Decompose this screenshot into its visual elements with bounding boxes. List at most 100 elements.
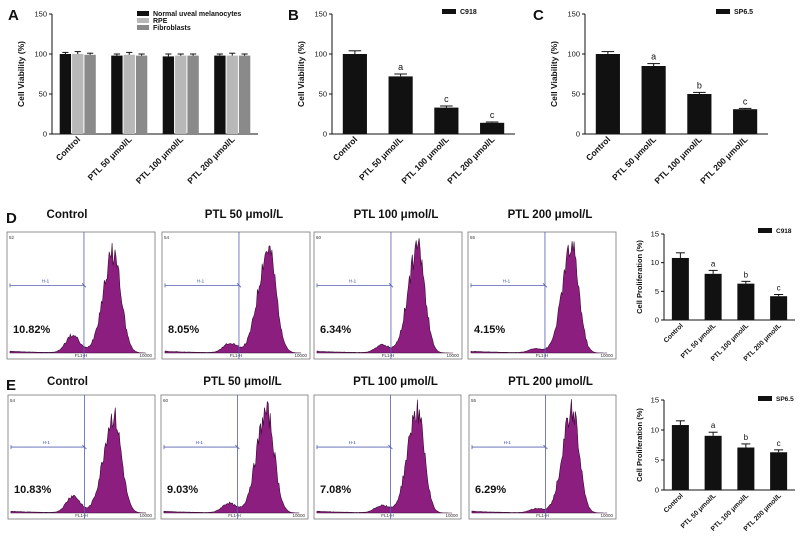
d-hist-title: Control [47,209,88,221]
d-hist-percent: 6.34% [320,324,351,336]
d-hist-gate-marker [236,283,242,288]
e-bar-category-label: Control [663,492,685,514]
e-hist-gate-label: H-1 [43,440,51,445]
e-bar-bar [704,435,722,490]
e-hist-xmax-label: 10000 [445,513,458,518]
c-ytick-label: 150 [567,10,580,19]
e-hist-percent: 7.08% [320,484,351,496]
a-ytick-label: 0 [43,130,47,139]
d-bar-bar [770,296,788,320]
b-y-label: Cell Viability (%) [296,41,306,107]
d-hist-histogram [470,241,608,354]
d-bar-sig-letter: b [744,270,749,279]
panel-letter-a: A [8,7,19,24]
e-hist-gate-label: H-1 [349,440,357,445]
d-hist-frame [161,231,311,360]
e-hist-gate-marker [543,444,548,450]
e-hist-histogram [10,407,147,514]
e-bar-legend-label: SP6.5 [776,396,794,403]
c-sig-letter: b [697,80,702,90]
e-hist-x-label: FL1-H [381,513,394,518]
d-hist-histogram [164,245,302,354]
e-hist-percent: 10.83% [14,484,52,496]
e-hist-frame [313,394,462,520]
c-category-label: PTL 200 μmol/L [698,134,749,185]
e-bar-bar [737,447,755,490]
c-category-label: Control [584,134,612,162]
d-hist-gate-label: H-1 [42,278,50,283]
e-hist-gate-label: H-1 [504,440,512,445]
d-hist-x-label: FL1-H [75,353,88,358]
a-legend-label: RPE [153,18,168,25]
d-bar-category-label: PTL 50 μmol/L [680,322,718,360]
d-hist-percent: 10.82% [13,324,51,336]
a-legend-swatch [137,11,149,16]
d-hist-histogram [316,238,454,354]
c-bar [687,94,712,134]
e-hist-frame [468,394,617,520]
d-hist-x-label: FL1-H [230,353,243,358]
c-ytick-label: 50 [572,90,580,99]
e-bar-ytick-label: 15 [651,396,659,405]
d-bar-y-label: Cell Proliferation (%) [635,240,644,314]
d-bar-bar [671,257,689,320]
c-category-label: PTL 50 μmol/L [610,134,658,182]
e-hist-gate-label: H-1 [196,440,204,445]
d-hist-frame [313,231,463,360]
c-ytick-label: 100 [567,50,580,59]
e-hist-gate-marker [235,444,240,450]
c-legend-swatch [716,9,730,14]
e-hist-xmax-label: 10000 [600,513,613,518]
b-bar [342,54,367,134]
a-bar [111,55,123,134]
b-sig-letter: c [444,94,449,104]
e-hist-ymax-label: 60 [163,398,169,403]
d-bar-category-label: Control [663,322,685,344]
a-ytick-label: 150 [34,10,47,19]
e-hist-histogram [163,401,300,514]
a-legend-swatch [137,25,149,30]
d-hist-gate-label: H-1 [197,278,205,283]
e-bar-sig-letter: a [711,421,716,430]
e-hist-percent: 9.03% [167,484,198,496]
e-bar-bar [770,452,788,490]
panel-letter-d: D [6,210,17,227]
d-hist-ymax-label: 60 [316,235,322,240]
d-bar-ytick-label: 15 [651,230,659,239]
e-bar-sig-letter: c [777,439,781,448]
d-hist-gate-label: H-1 [349,278,357,283]
e-hist-frame [7,394,156,520]
c-sig-letter: a [651,52,656,62]
e-hist-xmax-label: 10000 [292,513,305,518]
d-hist-percent: 4.15% [474,324,505,336]
e-hist-title: PTL 100 μmol/L [353,376,438,388]
d-hist-title: PTL 100 μmol/L [354,209,439,221]
d-hist-xmax-label: 10000 [600,353,613,358]
e-hist-ymax-label: 55 [471,398,477,403]
c-bar [733,109,758,134]
d-hist-frame [6,231,156,360]
e-hist-title: Control [47,376,88,388]
c-sig-letter: c [743,96,748,106]
a-ytick-label: 100 [34,50,47,59]
a-bar [72,54,84,134]
b-ytick-label: 150 [314,10,327,19]
e-bar-category-label: PTL 50 μmol/L [680,492,718,530]
e-bar-bar [671,425,689,490]
a-legend-swatch [137,18,149,23]
d-hist-xmax-label: 10000 [139,353,152,358]
a-category-label: Control [54,134,82,162]
d-hist-x-label: FL1-H [382,353,395,358]
d-hist-xmax-label: 10000 [294,353,307,358]
e-hist-xmax-label: 10000 [139,513,152,518]
a-bar [175,55,187,134]
panel-letter-b: B [288,7,299,24]
b-bar [388,76,413,134]
b-category-label: PTL 100 μmol/L [399,134,450,185]
d-hist-gate-marker [388,283,394,288]
panel-letter-c: C [533,7,544,24]
d-hist-frame [467,231,617,360]
b-ytick-label: 0 [323,130,327,139]
e-hist-gate-marker [82,444,87,450]
